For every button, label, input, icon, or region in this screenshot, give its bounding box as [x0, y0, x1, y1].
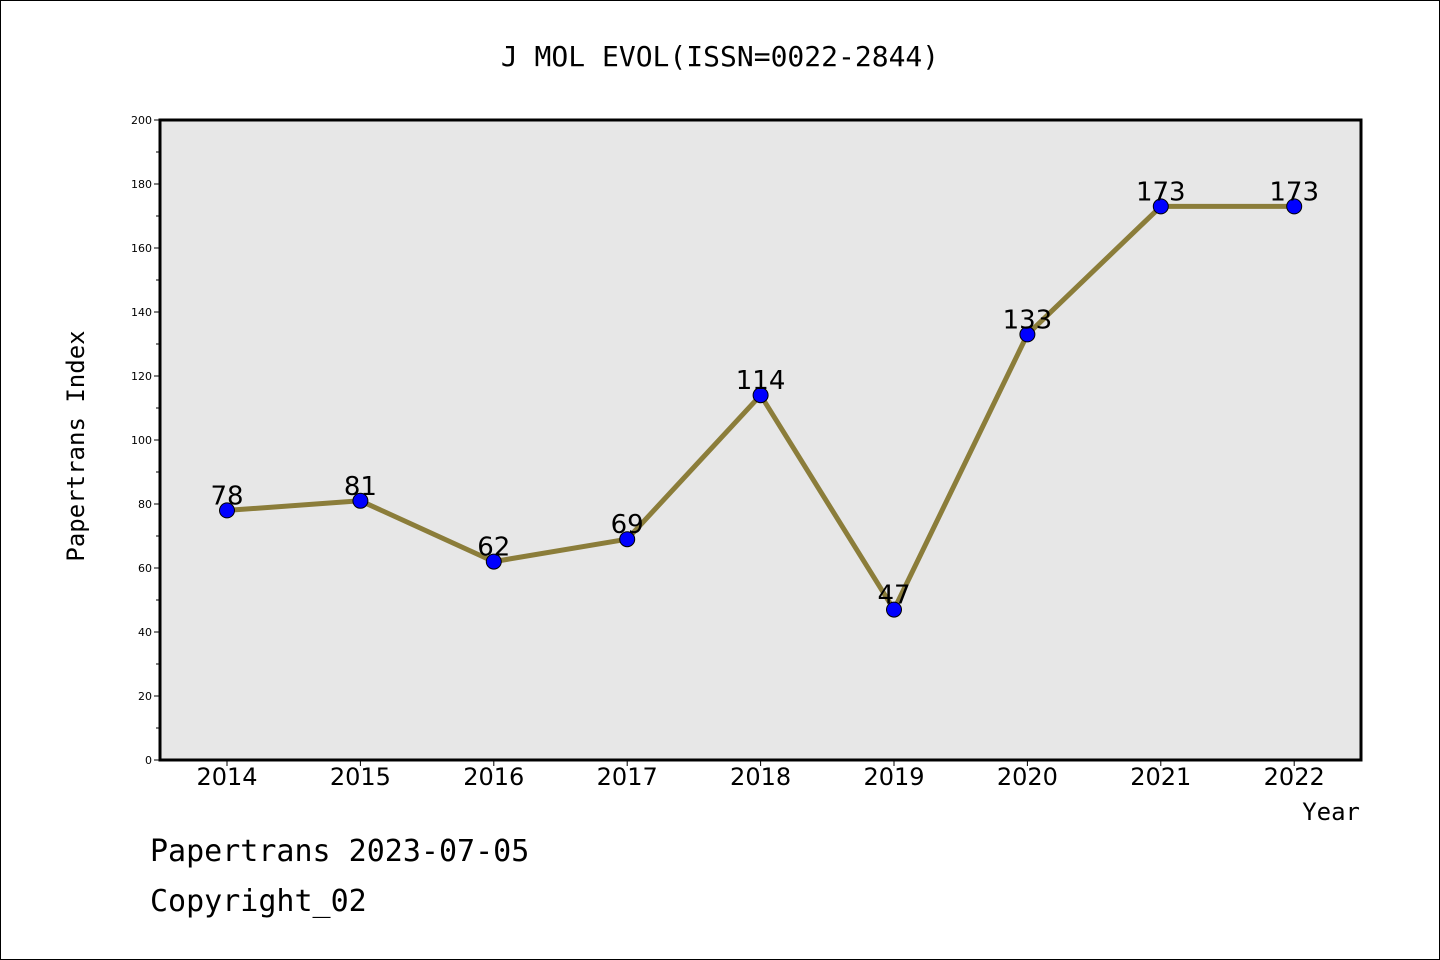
data-point: [219, 502, 235, 519]
x-tick-label: 2017: [597, 763, 658, 791]
data-point: [886, 601, 902, 618]
y-tick-label: 160: [131, 242, 152, 255]
y-axis: 0 20 40 60 80 100 120 140 160 180 200: [131, 114, 160, 767]
y-tick-label: 120: [131, 370, 152, 383]
data-label: 78: [210, 481, 243, 511]
x-tick-label: 2015: [330, 763, 391, 791]
data-label: 81: [344, 472, 377, 502]
y-tick-label: 0: [145, 754, 152, 767]
y-tick-label: 60: [138, 562, 152, 575]
y-tick-label: 100: [131, 434, 152, 447]
data-label: 173: [1136, 177, 1186, 207]
data-labels: 78 81 62 69 114 47 133 173 173: [210, 177, 1319, 610]
y-tick-label: 140: [131, 306, 152, 319]
y-tick-label: 200: [131, 114, 152, 127]
data-point: [1152, 198, 1169, 215]
data-label: 69: [611, 510, 644, 540]
x-tick-label: 2020: [997, 763, 1058, 791]
data-label: 114: [736, 366, 786, 396]
data-label: 133: [1003, 305, 1053, 335]
footer-copyright: Copyright_02: [150, 884, 367, 919]
data-label: 47: [877, 581, 910, 611]
plot-area: [158, 118, 1363, 762]
data-label: 62: [477, 533, 510, 563]
chart-title: J MOL EVOL(ISSN=0022-2844): [501, 40, 939, 73]
y-tick-label: 20: [138, 690, 152, 703]
y-tick-label: 180: [131, 178, 152, 191]
x-tick-label: 2021: [1130, 763, 1191, 791]
x-tick-label: 2018: [730, 763, 791, 791]
footer-date: Papertrans 2023-07-05: [150, 834, 530, 869]
data-point: [1286, 198, 1303, 215]
data-point: [619, 531, 636, 548]
x-axis: 2014 2015 2016 2017 2018 2019 2020 2021 2022: [196, 760, 1325, 791]
y-tick-label: 40: [138, 626, 152, 639]
data-point: [485, 553, 502, 570]
x-tick-label: 2022: [1264, 763, 1325, 791]
data-point: [1019, 326, 1036, 343]
data-markers: [219, 198, 1303, 618]
data-point: [752, 387, 769, 404]
y-tick-label: 80: [138, 498, 152, 511]
x-tick-label: 2016: [463, 763, 524, 791]
x-axis-label: Year: [1302, 798, 1360, 826]
data-point: [352, 492, 369, 509]
data-label: 173: [1269, 177, 1319, 207]
x-tick-label: 2014: [196, 763, 257, 791]
x-tick-label: 2019: [863, 763, 924, 791]
y-axis-label: Papertrans Index: [62, 330, 90, 561]
